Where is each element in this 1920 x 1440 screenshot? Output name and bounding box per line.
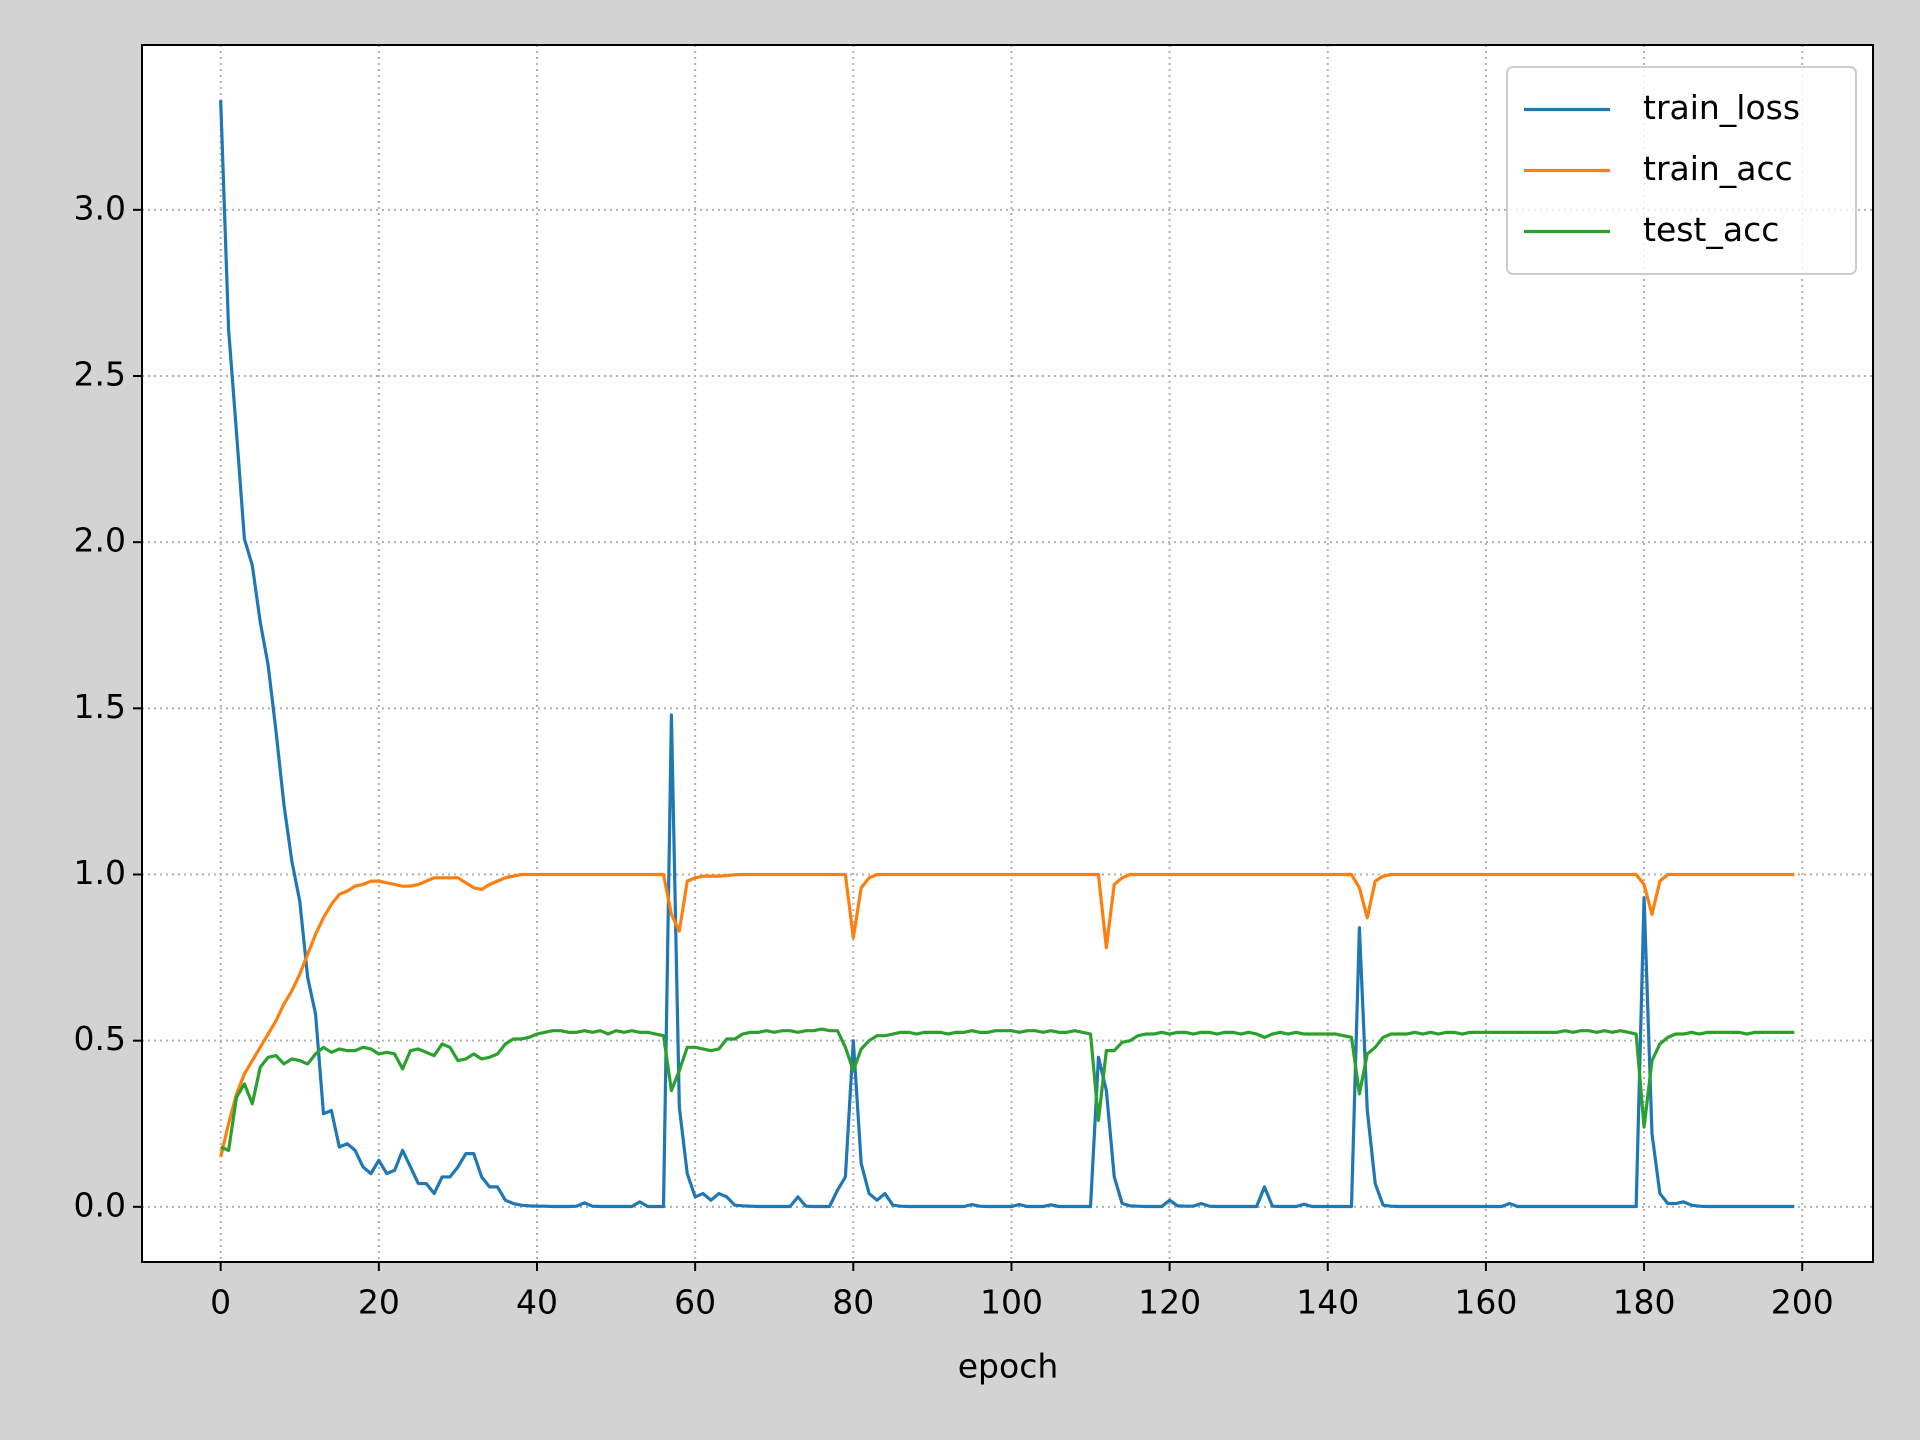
- x-tick-label: 60: [674, 1283, 716, 1322]
- x-tick-label: 180: [1613, 1283, 1676, 1322]
- legend: train_loss train_acc test_acc: [1506, 66, 1857, 275]
- x-tick-label: 100: [980, 1283, 1043, 1322]
- legend-label: train_loss: [1643, 88, 1800, 127]
- y-tick-label: 2.5: [74, 355, 126, 394]
- legend-label: train_acc: [1643, 149, 1793, 188]
- y-tick-label: 0.0: [74, 1185, 126, 1224]
- x-tick-label: 40: [516, 1283, 558, 1322]
- x-tick-label: 120: [1138, 1283, 1201, 1322]
- y-tick-label: 0.5: [74, 1019, 126, 1058]
- x-tick-label: 140: [1296, 1283, 1359, 1322]
- y-tick-label: 3.0: [74, 188, 126, 227]
- x-tick-label: 0: [210, 1283, 231, 1322]
- x-tick-label: 160: [1454, 1283, 1517, 1322]
- legend-label: test_acc: [1643, 210, 1779, 249]
- series-line: [219, 872, 1795, 1158]
- plot-frame: [141, 44, 1874, 1263]
- series-line: [220, 1027, 1795, 1152]
- x-tick-label: 200: [1771, 1283, 1834, 1322]
- y-tick-label: 2.0: [74, 521, 126, 560]
- series-line: [219, 100, 1795, 1209]
- grid: [142, 45, 1873, 1262]
- lines: [219, 100, 1795, 1209]
- x-axis-label: epoch: [958, 1347, 1059, 1386]
- x-tick-label: 80: [832, 1283, 874, 1322]
- y-tick-label: 1.0: [74, 853, 126, 892]
- legend-box: [1506, 66, 1857, 275]
- x-tick-label: 20: [358, 1283, 400, 1322]
- y-tick-label: 1.5: [74, 687, 126, 726]
